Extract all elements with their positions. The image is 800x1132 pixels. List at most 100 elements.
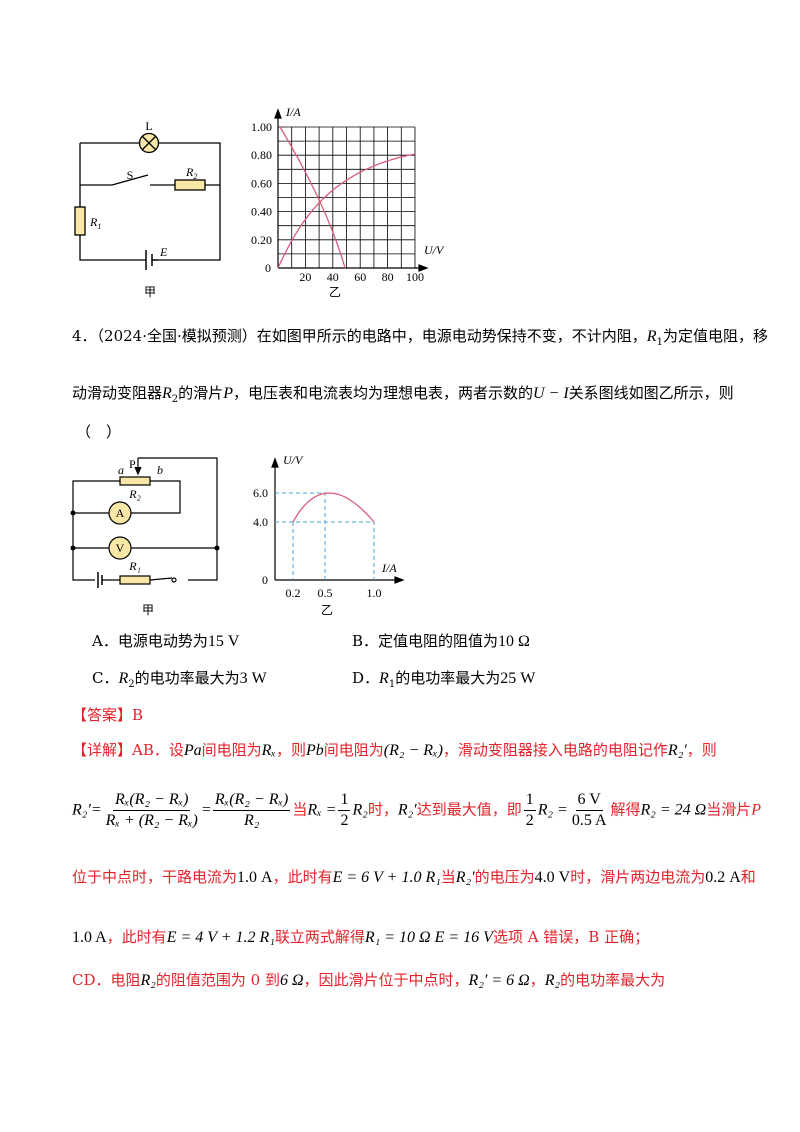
text-run: 1.0 A xyxy=(72,929,107,946)
x-axis-label: U/V xyxy=(424,243,445,257)
text-run: 的电功率最大为 xyxy=(134,669,240,687)
text-run: CD．电阻 xyxy=(72,971,141,989)
shape xyxy=(141,135,157,151)
text-run: 2 xyxy=(340,812,349,829)
question-line: 动滑动变阻器R2的滑片P，电压表和电流表均为理想电表，两者示数的U − I关系图… xyxy=(72,383,734,410)
text-run: 选项 A 错误，B 正确； xyxy=(492,928,650,946)
lamp-label: L xyxy=(145,119,152,133)
text-run: 6 V xyxy=(575,790,603,811)
r1-sub: 1 xyxy=(97,222,101,231)
text-run: Pb xyxy=(306,742,324,759)
text-run: ，此时有 xyxy=(272,868,333,886)
shape xyxy=(72,457,218,588)
text-run: ，此时有 xyxy=(106,928,167,946)
y-axis-label: U/V xyxy=(283,453,304,467)
text-run: 当 xyxy=(292,800,308,819)
y-tick-label: 0.80 xyxy=(251,148,272,162)
text-run: 【答案】 xyxy=(72,706,133,724)
text-run: 间电阻为 xyxy=(323,741,384,759)
text-run: D． xyxy=(352,669,380,687)
shape xyxy=(134,466,142,476)
text-run: 1 xyxy=(338,790,351,811)
shape xyxy=(274,462,400,581)
fraction: Rₓ(R₂ − Rₓ) Rₓ + (R₂ − Rₓ) xyxy=(104,790,200,831)
text-run: R₂′ xyxy=(455,869,475,886)
caption: 甲 xyxy=(142,603,154,617)
x-tick-label: 40 xyxy=(327,270,339,284)
text-run: 达到最大值，即 xyxy=(416,800,522,819)
curve-decreasing xyxy=(279,126,346,269)
text-run: R₂′ = 6 Ω xyxy=(468,972,530,989)
text-run: 的滑片 xyxy=(178,384,224,402)
slider-label: P xyxy=(129,457,136,471)
text-run: P xyxy=(751,801,762,819)
graph-1-ticks: 1.00 0.80 0.60 0.40 0.20 20 40 60 80 100 xyxy=(251,120,424,284)
text-run: R xyxy=(646,328,657,345)
text-run: 间电阻为 xyxy=(201,741,262,759)
text-run: 解得 xyxy=(610,800,641,819)
text-run: 位于中点时，干路电流为 xyxy=(72,868,238,886)
text-run: 2 xyxy=(525,812,534,829)
text-run: 当 xyxy=(440,868,456,886)
text-run: ，滑动变阻器接入电路的电阻记作 xyxy=(442,741,668,759)
curve xyxy=(292,492,375,523)
text-run: 时，滑片两边电流为 xyxy=(570,868,706,886)
text-run: ， xyxy=(529,971,545,989)
text-run: R xyxy=(118,670,129,687)
shape xyxy=(174,179,206,191)
r1-label: R1 xyxy=(89,215,101,231)
shape xyxy=(72,457,218,581)
y-tick-label: 6.0 xyxy=(253,486,268,500)
text-run: R xyxy=(379,670,389,687)
shape xyxy=(70,510,220,551)
text-run: R₂′ xyxy=(667,742,687,759)
shape xyxy=(97,572,103,588)
r2-sub: 2 xyxy=(193,172,197,181)
origin-label: 0 xyxy=(265,261,271,275)
fraction: Rₓ(R₂ − Rₓ) R₂ xyxy=(212,790,291,831)
x-tick-label: 60 xyxy=(354,270,366,284)
option: C．R2的电功率最大为3 W xyxy=(92,668,267,695)
text-run: 动滑动变阻器 xyxy=(72,384,163,402)
text-run: 的阻值范围为 0 到 xyxy=(155,971,280,989)
shape xyxy=(274,108,429,272)
switch-label: S xyxy=(127,168,134,182)
text-run: 4.0 V xyxy=(534,869,571,886)
ammeter-label: A xyxy=(116,506,125,520)
text-run: R₁ = 10 Ω E = 16 V xyxy=(364,929,493,946)
origin-label: 0 xyxy=(262,573,268,587)
text-run: 和 xyxy=(740,868,756,886)
text-run: R₂ = xyxy=(537,801,568,819)
text-run: R₂ xyxy=(140,972,156,989)
shape xyxy=(108,501,132,525)
text-run: 电源电动势为 xyxy=(117,632,208,650)
r1-symbol: R xyxy=(89,215,98,229)
shape xyxy=(214,545,220,551)
end-a-label: a xyxy=(118,463,124,477)
r2-symbol: R xyxy=(185,165,194,179)
shape xyxy=(80,174,220,186)
text-run: 1 xyxy=(656,337,663,348)
r2-label: R₂ xyxy=(128,487,141,501)
caption: 乙 xyxy=(329,285,341,299)
graph-1-grid xyxy=(278,126,416,268)
shape xyxy=(108,536,132,560)
text-run: 2 xyxy=(128,679,135,690)
text-run: 25 W xyxy=(500,670,536,687)
text-run: 6 Ω xyxy=(279,972,304,989)
text-run: （2024·全国·模拟预测） xyxy=(96,327,257,345)
text-run: P xyxy=(223,385,233,402)
text-run: ，则 xyxy=(275,741,306,759)
text-run: 联立两式解得 xyxy=(274,928,365,946)
caption: 乙 xyxy=(321,603,333,617)
shape xyxy=(277,112,425,269)
text-run: 1 xyxy=(523,790,536,811)
x-axis-label: I/A xyxy=(381,561,397,575)
caption: 甲 xyxy=(144,285,156,299)
option: A．电源电动势为15 V xyxy=(92,631,239,652)
text-run: Rₓ(R₂ − Rₓ) xyxy=(113,790,191,811)
text-run: (R₂ − Rₓ) xyxy=(383,742,443,759)
